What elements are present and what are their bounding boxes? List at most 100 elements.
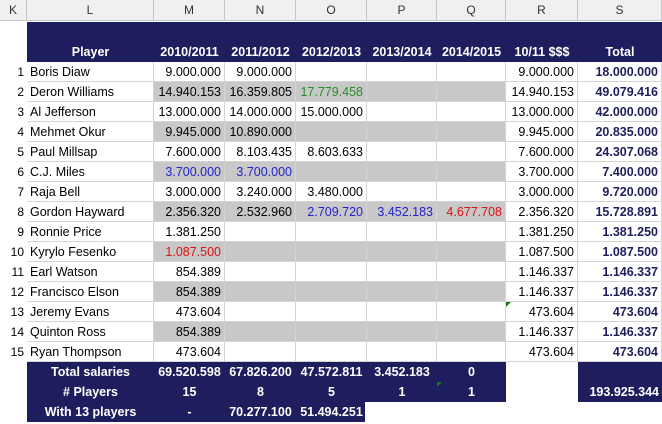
value-cell-c2010[interactable]: 473.604 xyxy=(154,342,225,362)
value-cell-salary[interactable]: 2.356.320 xyxy=(506,202,578,222)
value-cell-c2011[interactable]: 3.240.000 xyxy=(225,182,296,202)
player-name-cell[interactable]: Boris Diaw xyxy=(27,62,154,82)
value-cell-c2014[interactable] xyxy=(437,242,506,262)
value-cell-c2010[interactable]: 14.940.153 xyxy=(154,82,225,102)
value-cell-c2012[interactable]: 17.779.458 xyxy=(296,82,367,102)
cell-comment-indicator[interactable] xyxy=(506,302,511,307)
summary-value-c2013[interactable] xyxy=(367,402,437,422)
value-cell-c2011[interactable] xyxy=(225,242,296,262)
value-cell-c2013[interactable] xyxy=(367,102,437,122)
summary-value-c2010[interactable]: - xyxy=(187,405,192,419)
value-cell-c2014[interactable] xyxy=(437,262,506,282)
value-cell-c2013[interactable] xyxy=(367,82,437,102)
value-cell-c2013[interactable] xyxy=(367,322,437,342)
value-cell-c2014[interactable] xyxy=(437,342,506,362)
player-name-cell[interactable]: Ronnie Price xyxy=(27,222,154,242)
summary-value-salary[interactable] xyxy=(506,382,578,402)
value-cell-total[interactable]: 473.604 xyxy=(578,342,662,362)
summary-value-salary[interactable]: 70.396.442 xyxy=(510,365,574,379)
value-cell-c2013[interactable] xyxy=(367,142,437,162)
value-cell-salary[interactable]: 1.087.500 xyxy=(506,242,578,262)
value-cell-salary[interactable]: 9.945.000 xyxy=(506,122,578,142)
summary-value-c2014[interactable]: 0 xyxy=(468,365,475,379)
value-cell-c2011[interactable]: 2.532.960 xyxy=(225,202,296,222)
value-cell-c2012[interactable]: 2.709.720 xyxy=(296,202,367,222)
value-cell-c2012[interactable] xyxy=(296,282,367,302)
value-cell-c2011[interactable] xyxy=(225,222,296,242)
value-cell-c2014[interactable] xyxy=(437,82,506,102)
summary-value-c2011[interactable]: 8 xyxy=(257,385,264,399)
value-cell-total[interactable]: 7.400.000 xyxy=(578,162,662,182)
value-cell-total[interactable]: 1.146.337 xyxy=(578,262,662,282)
value-cell-c2010[interactable]: 2.356.320 xyxy=(154,202,225,222)
value-cell-total[interactable]: 1.146.337 xyxy=(578,282,662,302)
value-cell-c2013[interactable] xyxy=(367,302,437,322)
summary-value-salary[interactable] xyxy=(506,402,578,422)
summary-value-c2012[interactable]: 47.572.811 xyxy=(300,365,363,379)
value-cell-c2012[interactable] xyxy=(296,222,367,242)
value-cell-salary[interactable]: 3.700.000 xyxy=(506,162,578,182)
value-cell-c2012[interactable] xyxy=(296,302,367,322)
value-cell-c2014[interactable] xyxy=(437,182,506,202)
value-cell-c2011[interactable]: 14.000.000 xyxy=(225,102,296,122)
value-cell-c2010[interactable]: 13.000.000 xyxy=(154,102,225,122)
summary-value-c2010[interactable]: 69.520.598 xyxy=(158,365,221,379)
value-cell-salary[interactable]: 1.146.337 xyxy=(506,322,578,342)
value-cell-c2010[interactable]: 473.604 xyxy=(154,302,225,322)
player-name-cell[interactable]: Raja Bell xyxy=(27,182,154,202)
value-cell-c2010[interactable]: 854.389 xyxy=(154,262,225,282)
value-cell-salary[interactable]: 9.000.000 xyxy=(506,62,578,82)
value-cell-c2012[interactable] xyxy=(296,322,367,342)
player-name-cell[interactable]: Deron Williams xyxy=(27,82,154,102)
player-name-cell[interactable]: Ryan Thompson xyxy=(27,342,154,362)
player-name-cell[interactable]: Mehmet Okur xyxy=(27,122,154,142)
col-header-m[interactable]: M xyxy=(154,0,225,20)
value-cell-salary[interactable]: 7.600.000 xyxy=(506,142,578,162)
value-cell-c2012[interactable]: 15.000.000 xyxy=(296,102,367,122)
value-cell-c2010[interactable]: 7.600.000 xyxy=(154,142,225,162)
value-cell-c2013[interactable] xyxy=(367,182,437,202)
value-cell-c2014[interactable] xyxy=(437,162,506,182)
value-cell-c2012[interactable] xyxy=(296,122,367,142)
value-cell-c2014[interactable] xyxy=(437,322,506,342)
value-cell-c2011[interactable]: 9.000.000 xyxy=(225,62,296,82)
value-cell-c2012[interactable] xyxy=(296,62,367,82)
value-cell-c2012[interactable] xyxy=(296,242,367,262)
player-name-cell[interactable]: Quinton Ross xyxy=(27,322,154,342)
summary-value-c2011[interactable]: 67.826.200 xyxy=(229,365,292,379)
summary-value-c2013[interactable]: 1 xyxy=(398,385,406,399)
value-cell-c2013[interactable]: 3.452.183 xyxy=(367,202,437,222)
player-name-cell[interactable]: Jeremy Evans xyxy=(27,302,154,322)
col-header-r[interactable]: R xyxy=(506,0,578,20)
value-cell-total[interactable]: 1.146.337 xyxy=(578,322,662,342)
value-cell-salary[interactable]: 14.940.153 xyxy=(506,82,578,102)
value-cell-c2010[interactable]: 3.700.000 xyxy=(154,162,225,182)
value-cell-total[interactable]: 9.720.000 xyxy=(578,182,662,202)
summary-value-c2014[interactable]: 1 xyxy=(468,385,475,399)
value-cell-c2013[interactable] xyxy=(367,242,437,262)
value-cell-c2014[interactable] xyxy=(437,142,506,162)
value-cell-total[interactable]: 473.604 xyxy=(578,302,662,322)
player-name-cell[interactable]: Al Jefferson xyxy=(27,102,154,122)
col-header-p[interactable]: P xyxy=(367,0,437,20)
col-header-o[interactable]: O xyxy=(296,0,367,20)
summary-value-c2012[interactable]: 51.494.251 xyxy=(300,405,363,419)
value-cell-salary[interactable]: 473.604 xyxy=(506,342,578,362)
value-cell-c2012[interactable] xyxy=(296,162,367,182)
value-cell-c2014[interactable] xyxy=(437,282,506,302)
col-header-l[interactable]: L xyxy=(27,0,154,20)
summary-value-total[interactable] xyxy=(578,402,662,422)
col-header-q[interactable]: Q xyxy=(437,0,506,20)
value-cell-c2014[interactable]: 4.677.708 xyxy=(437,202,506,222)
summary-value-total[interactable]: 193.925.344 xyxy=(589,385,659,399)
player-name-cell[interactable]: C.J. Miles xyxy=(27,162,154,182)
summary-value-c2014[interactable] xyxy=(437,402,506,422)
value-cell-c2011[interactable] xyxy=(225,302,296,322)
value-cell-c2011[interactable] xyxy=(225,322,296,342)
value-cell-c2010[interactable]: 854.389 xyxy=(154,322,225,342)
value-cell-c2013[interactable] xyxy=(367,122,437,142)
summary-value-c2011[interactable]: 70.277.100 xyxy=(229,405,292,419)
value-cell-c2010[interactable]: 3.000.000 xyxy=(154,182,225,202)
col-header-k[interactable]: K xyxy=(0,0,27,20)
value-cell-c2010[interactable]: 9.000.000 xyxy=(154,62,225,82)
